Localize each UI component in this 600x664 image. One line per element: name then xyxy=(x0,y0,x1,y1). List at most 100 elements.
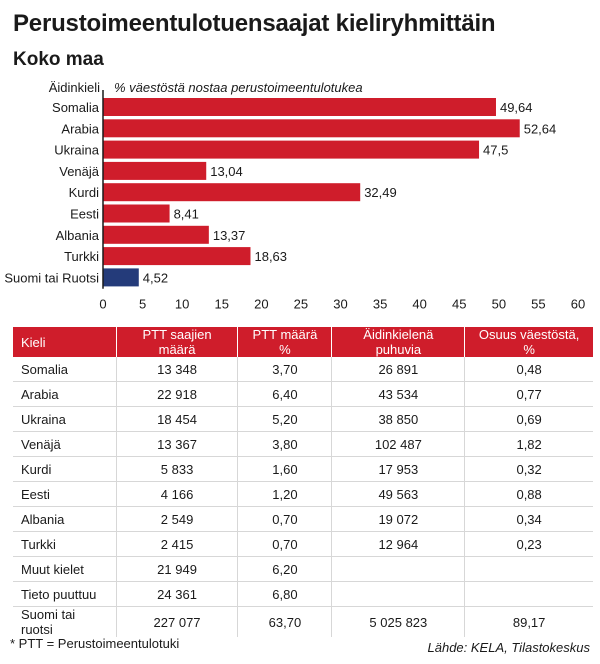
table-body: Somalia 13 348 3,70 26 891 0,48 Arabia 22 918 6… xyxy=(13,357,593,637)
table-cell xyxy=(464,556,593,582)
category-header: Äidinkieli xyxy=(48,80,100,95)
value-label: 49,64 xyxy=(500,100,533,115)
table-cell: 5 833 xyxy=(116,456,239,482)
table-cell: 6,40 xyxy=(237,381,333,407)
table-cell: 3,70 xyxy=(237,357,333,382)
table-cell: Eesti xyxy=(13,481,117,507)
table-cell: 1,82 xyxy=(464,431,593,457)
table-row: Arabia 22 918 6,40 43 534 0,77 xyxy=(13,381,593,407)
table-cell: 18 454 xyxy=(116,406,239,432)
bar-arabia xyxy=(103,119,520,138)
column-header: PTT saajien määrä xyxy=(116,327,239,357)
table-cell: 89,17 xyxy=(512,614,546,630)
value-header: % väestöstä nostaa perustoimeentulotukea xyxy=(114,80,363,95)
table-cell: 1,20 xyxy=(237,481,333,507)
table-cell: 19 072 xyxy=(331,506,466,532)
table-cell: 3,80 xyxy=(237,431,333,457)
table-cell: Somalia xyxy=(13,357,117,382)
table-cell: 0,69 xyxy=(464,406,593,432)
source-note: Lähde: KELA, Tilastokeskus xyxy=(427,640,590,655)
value-label: 32,49 xyxy=(364,185,397,200)
value-label: 13,37 xyxy=(213,228,246,243)
table-row: Albania 2 549 0,70 19 072 0,34 xyxy=(13,506,593,532)
bar-somalia xyxy=(103,98,496,116)
table-cell: Albania xyxy=(13,506,117,532)
table-cell: 0,32 xyxy=(464,456,593,482)
category-label: Turkki xyxy=(64,249,99,264)
category-label: Eesti xyxy=(70,207,99,222)
table-cell: 43 534 xyxy=(331,381,466,407)
table-row: Kurdi 5 833 1,60 17 953 0,32 xyxy=(13,456,593,482)
table-cell: 17 953 xyxy=(331,456,466,482)
footnote: * PTT = Perustoimeentulotuki xyxy=(10,636,180,651)
bar-kurdi xyxy=(103,183,361,202)
data-table: Kieli PTT saajien määrä PTT määrä % Äidinki… xyxy=(13,327,593,637)
table-cell: Turkki xyxy=(13,531,117,557)
table-cell: 0,48 xyxy=(464,357,593,382)
table-cell: Tieto puuttuu xyxy=(13,581,117,607)
category-label: Suomi tai Ruotsi xyxy=(4,270,99,285)
value-label: 8,41 xyxy=(174,207,199,222)
column-header: PTT määrä % xyxy=(237,327,333,357)
table-cell xyxy=(464,581,593,607)
table-cell: 0,70 xyxy=(237,506,333,532)
value-label: 13,04 xyxy=(210,164,243,179)
table-cell: Suomi tai ruotsi xyxy=(13,606,117,637)
table-cell: 4 166 xyxy=(116,481,239,507)
table-cell: 6,80 xyxy=(237,581,333,607)
table-row: Muut kielet 21 949 6,20 xyxy=(13,556,593,582)
category-label: Kurdi xyxy=(69,185,99,200)
category-label: Albania xyxy=(56,228,100,243)
value-label: 4,52 xyxy=(143,270,168,285)
table-cell: 13 367 xyxy=(116,431,239,457)
table-cell: Muut kielet xyxy=(13,556,117,582)
x-tick-label: 25 xyxy=(294,297,308,312)
x-tick-label: 50 xyxy=(492,297,506,312)
table-cell: 0,77 xyxy=(464,381,593,407)
table-cell: 0,23 xyxy=(464,531,593,557)
table-row: Somalia 13 348 3,70 26 891 0,48 xyxy=(13,357,593,382)
table-cell: 0,34 xyxy=(464,506,593,532)
column-header: Osuus väestöstä, % xyxy=(464,327,593,357)
table-row: Suomi tai ruotsi 227 077 63,70 5 025 823 89,… xyxy=(13,606,593,637)
bar-venäjä xyxy=(103,161,207,180)
column-header: Kieli xyxy=(13,327,117,357)
table-row: Tieto puuttuu 24 361 6,80 xyxy=(13,581,593,607)
table-header-row: Kieli PTT saajien määrä PTT määrä % Äidinki… xyxy=(13,327,593,357)
table-cell: 0,88 xyxy=(464,481,593,507)
x-tick-label: 60 xyxy=(571,297,585,312)
bar-turkki xyxy=(103,247,251,266)
x-tick-label: 20 xyxy=(254,297,268,312)
x-tick-label: 30 xyxy=(333,297,347,312)
table-cell: 26 891 xyxy=(331,357,466,382)
x-tick-label: 10 xyxy=(175,297,189,312)
table-cell: 5,20 xyxy=(237,406,333,432)
table-cell: 22 918 xyxy=(116,381,239,407)
table-cell: 1,60 xyxy=(237,456,333,482)
table-cell: 63,70 xyxy=(237,606,333,637)
table-cell: 12 964 xyxy=(331,531,466,557)
table-cell: 102 487 xyxy=(331,431,466,457)
value-label: 47,5 xyxy=(483,143,508,158)
table-cell: 38 850 xyxy=(331,406,466,432)
table-cell: 5 025 823 xyxy=(331,606,466,637)
bar-suomi-tai-ruotsi xyxy=(103,268,139,287)
chart-title: Perustoimeentulotuensaajat kieliryhmittä… xyxy=(13,10,496,37)
x-tick-label: 0 xyxy=(99,297,106,312)
table-row: Ukraina 18 454 5,20 38 850 0,69 xyxy=(13,406,593,432)
table-row: Venäjä 13 367 3,80 102 487 1,82 xyxy=(13,431,593,457)
table-cell: 21 949 xyxy=(116,556,239,582)
category-label: Arabia xyxy=(61,121,99,136)
x-tick-label: 55 xyxy=(531,297,545,312)
x-tick-label: 40 xyxy=(412,297,426,312)
value-label: 18,63 xyxy=(254,249,287,264)
bar-ukraina xyxy=(103,140,480,159)
bar-albania xyxy=(103,225,209,244)
value-label: 52,64 xyxy=(524,121,557,136)
table-cell: Venäjä xyxy=(13,431,117,457)
table-cell: 0,70 xyxy=(237,531,333,557)
bar-eesti xyxy=(103,204,170,223)
column-header: Äidinkielenä puhuvia xyxy=(331,327,466,357)
table-cell: 227 077 xyxy=(116,606,239,637)
chart-subtitle: Koko maa xyxy=(13,49,104,70)
